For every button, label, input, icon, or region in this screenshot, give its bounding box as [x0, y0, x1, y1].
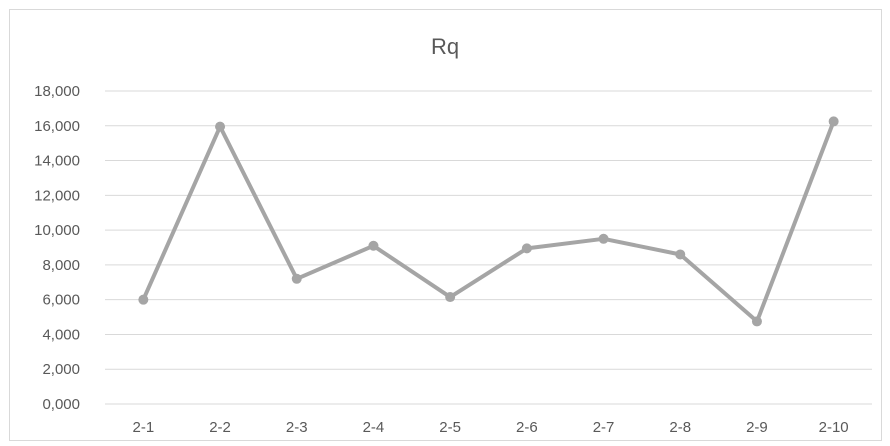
data-point [521, 243, 532, 254]
x-tick-label: 2-8 [669, 419, 691, 436]
y-tick-label: 2,000 [42, 361, 80, 378]
data-point [215, 121, 226, 132]
series-layer [138, 116, 839, 327]
y-tick-label: 6,000 [42, 292, 80, 309]
y-axis-tick-labels: 0,000 2,000 4,000 6,000 8,000 10,000 12,000 14,… [34, 83, 80, 413]
x-tick-label: 2-9 [746, 419, 768, 436]
x-tick-label: 2-6 [516, 419, 538, 436]
y-tick-label: 14,000 [34, 153, 80, 170]
data-point [675, 249, 686, 260]
y-tick-label: 0,000 [42, 396, 80, 413]
y-tick-label: 8,000 [42, 257, 80, 274]
data-point [598, 233, 609, 244]
x-tick-label: 2-10 [819, 419, 849, 436]
data-point [291, 273, 302, 284]
y-tick-label: 4,000 [42, 326, 80, 343]
chart-title: Rq [431, 34, 459, 59]
series-line [141, 119, 836, 324]
x-tick-label: 2-7 [593, 419, 615, 436]
data-point [138, 294, 149, 305]
y-tick-label: 18,000 [34, 83, 80, 100]
y-tick-label: 16,000 [34, 118, 80, 135]
x-tick-label: 2-2 [209, 419, 231, 436]
y-tick-label: 12,000 [34, 187, 80, 204]
data-point [445, 292, 456, 303]
x-tick-label: 2-4 [363, 419, 385, 436]
x-axis-tick-labels: 2-1 2-2 2-3 2-4 2-5 2-6 2-7 2-8 2-9 2-10 [133, 419, 849, 436]
gridlines [105, 90, 872, 405]
x-tick-label: 2-3 [286, 419, 308, 436]
y-tick-label: 10,000 [34, 222, 80, 239]
data-point [751, 316, 762, 327]
x-tick-label: 2-1 [133, 419, 155, 436]
data-point [368, 240, 379, 251]
data-point [828, 116, 839, 127]
x-tick-label: 2-5 [439, 419, 461, 436]
